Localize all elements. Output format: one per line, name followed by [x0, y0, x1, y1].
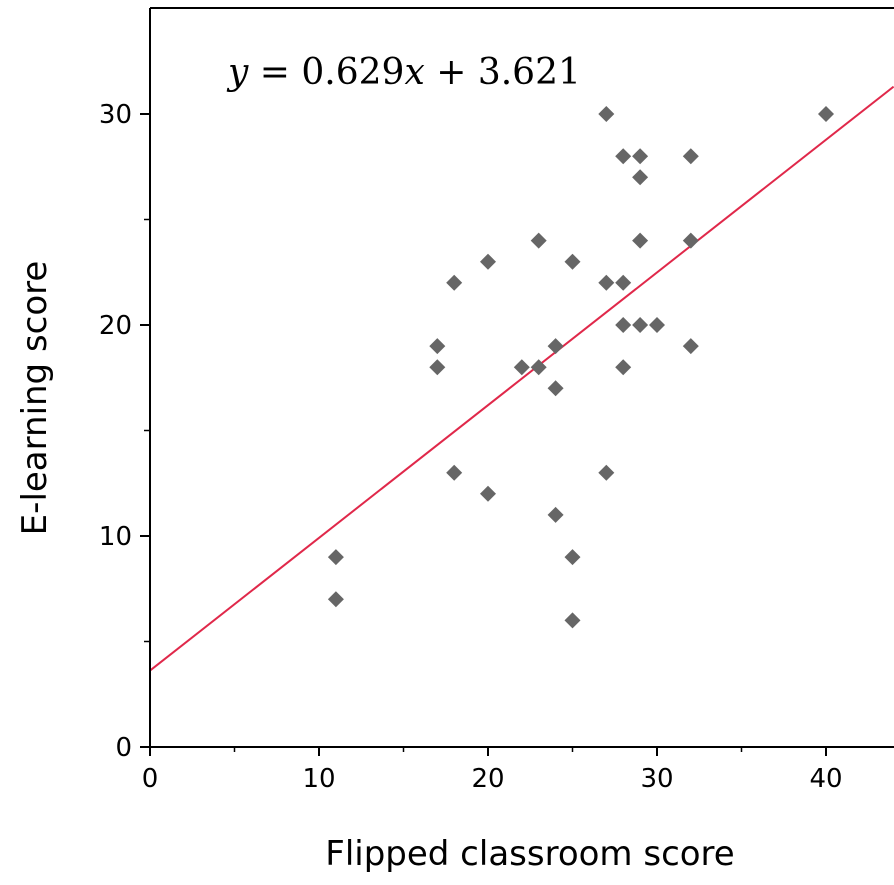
- x-tick-label: 30: [640, 764, 673, 794]
- x-tick-label: 0: [142, 764, 159, 794]
- data-point: [632, 317, 649, 333]
- x-axis-label: Flipped classroom score: [325, 834, 734, 874]
- x-tick-label: 10: [302, 764, 335, 794]
- data-point: [327, 549, 344, 566]
- data-point: [564, 253, 581, 270]
- data-point: [480, 485, 496, 502]
- data-point: [547, 380, 564, 397]
- data-point: [513, 359, 530, 376]
- data-point: [598, 274, 615, 291]
- equation-rest: + 3.621: [425, 52, 581, 93]
- data-point: [547, 338, 564, 355]
- trendline: [149, 85, 894, 672]
- data-point: [446, 464, 463, 481]
- data-point: [598, 106, 615, 122]
- data-point: [446, 274, 463, 291]
- y-tick-label: 30: [99, 100, 132, 130]
- points-layer: [327, 106, 834, 629]
- data-point: [564, 612, 581, 629]
- data-point: [615, 274, 632, 291]
- x-tick-label: 40: [809, 764, 842, 794]
- data-point: [429, 338, 446, 355]
- data-point: [632, 148, 649, 165]
- axes-layer: [140, 7, 894, 756]
- data-point: [649, 317, 665, 333]
- y-tick-label: 0: [115, 733, 132, 763]
- equation-eq: = 0.629: [248, 52, 404, 93]
- data-point: [480, 253, 496, 270]
- data-point: [429, 359, 446, 376]
- x-tick-label: 20: [471, 764, 504, 794]
- y-axis-label: E-learning score: [15, 261, 55, 536]
- data-point: [564, 549, 581, 566]
- data-point: [682, 338, 699, 355]
- equation-x: x: [404, 52, 424, 93]
- y-tick-label: 10: [99, 522, 132, 552]
- y-tick-label: 20: [99, 311, 132, 341]
- data-point: [682, 148, 699, 165]
- data-point: [547, 506, 564, 523]
- data-point: [615, 359, 632, 376]
- data-point: [530, 232, 547, 249]
- data-point: [530, 359, 547, 376]
- data-point: [327, 591, 344, 608]
- trendline-layer: [149, 85, 894, 672]
- data-point: [615, 148, 632, 165]
- data-point: [598, 464, 615, 481]
- equation-lhs: y: [226, 52, 249, 93]
- data-point: [818, 106, 834, 122]
- data-point: [632, 232, 649, 249]
- tick-labels-layer: 0 10 20 30 40 0 10 20 30: [99, 100, 843, 794]
- data-point: [682, 232, 699, 249]
- equation-annotation: y = 0.629x + 3.621: [226, 52, 581, 93]
- data-point: [632, 169, 649, 186]
- data-point: [615, 317, 632, 333]
